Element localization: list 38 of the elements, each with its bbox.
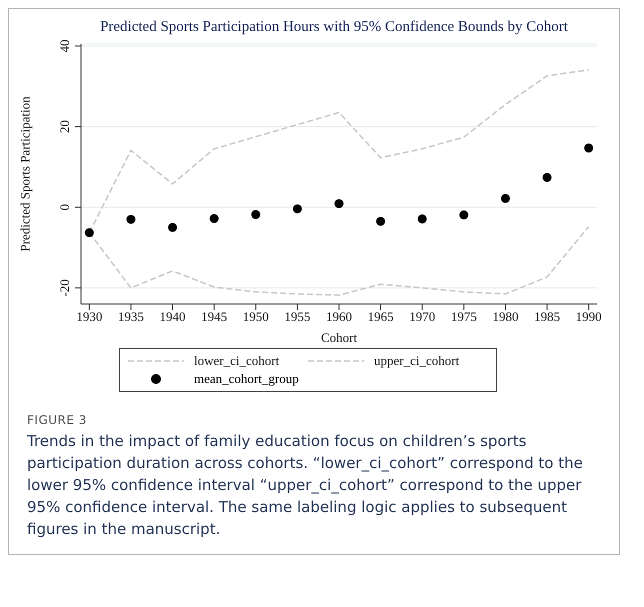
x-tick-label: 1965 [368, 309, 394, 324]
x-tick-label: 1945 [201, 309, 228, 324]
point [334, 199, 344, 208]
point [168, 222, 178, 232]
x-tick-label: 1935 [118, 309, 144, 324]
x-tick-label: 1985 [534, 309, 560, 324]
x-tick-label: 1940 [160, 309, 186, 324]
x-tick-label: 1975 [450, 309, 477, 324]
text: Trends in the impact of family education focus on children’s sports participation duration across cohorts. “lower_ci_cohort” correspond to the lower 95% confidence interval “upper_ci_cohort” correspond to the upper 95% confidence interval. The same labeling logic applies to subsequent figures in the manuscript. [27, 431, 584, 540]
y-tick-label: 0 [57, 204, 72, 211]
x-axis-title: Cohort [320, 330, 358, 345]
x-tick-label: 1980 [492, 309, 518, 324]
point [500, 194, 510, 203]
point [251, 210, 260, 220]
point [210, 214, 219, 224]
x-tick-label: 1950 [242, 309, 269, 324]
caption: FIGURE 3 [27, 412, 88, 429]
y-tick-label: 40 [57, 40, 72, 53]
y-axis-title: Predicted Sports Participation [18, 96, 33, 252]
chart-title: Predicted Sports Participation Hours with 95% Confidence Bounds by Cohort [99, 19, 569, 36]
point [418, 214, 427, 224]
point [584, 143, 594, 153]
x-tick-label: 1990 [576, 309, 602, 324]
x-tick-label: 1970 [409, 309, 436, 324]
x-tick-label: 1955 [284, 309, 310, 324]
legend-label: upper_ci_cohort [374, 353, 460, 369]
point [542, 172, 552, 182]
point [292, 204, 302, 214]
point [459, 210, 468, 220]
legend-label: lower_ci_cohort [194, 353, 280, 369]
text: mean_cohort_group [194, 371, 299, 387]
point [84, 228, 94, 238]
y-tick-label: 20 [57, 120, 72, 134]
point [126, 214, 136, 224]
y-tick-label: -20 [57, 279, 72, 297]
point [376, 216, 386, 226]
x-tick-label: 1930 [76, 309, 102, 324]
x-tick-label: 1960 [326, 309, 352, 324]
